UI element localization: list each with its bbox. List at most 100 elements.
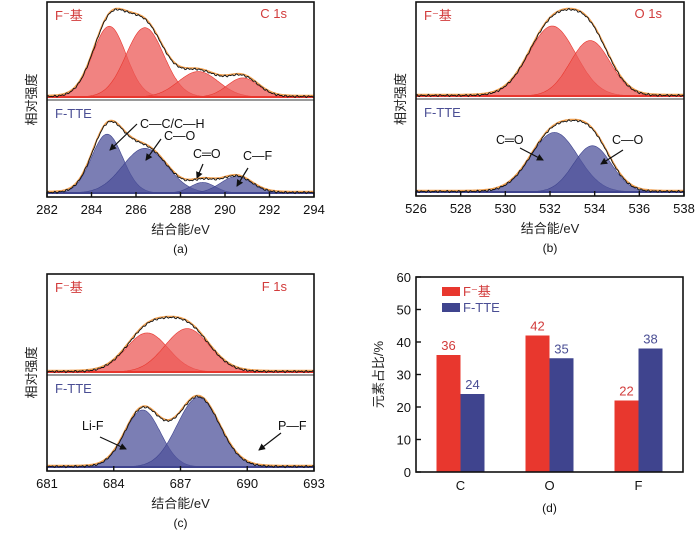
panel-label: (a) xyxy=(173,242,188,256)
x-tick-label: 290 xyxy=(214,202,236,217)
panel-b: F⁻基 F-TTE C═O C—O O 1s 526 528 530 532 534 536 538 结… xyxy=(393,1,695,255)
fit-envelope xyxy=(47,394,314,467)
x-tick-label: 687 xyxy=(170,476,192,491)
series-f-base xyxy=(415,7,685,98)
x-tick-label: 538 xyxy=(673,201,695,216)
annotation-arrow xyxy=(99,436,127,450)
x-tick-label: 528 xyxy=(450,201,472,216)
peak-annotation: C—C/C—H xyxy=(140,117,205,131)
series-label: F-TTE xyxy=(424,105,461,120)
legend-label: F⁻基 xyxy=(463,284,491,299)
peak-annotation: C—O xyxy=(164,129,196,143)
y-axis-title: 相对强度 xyxy=(393,73,408,125)
x-tick-label: 536 xyxy=(628,201,650,216)
legend: F⁻基F-TTE xyxy=(442,284,500,315)
x-tick-label: 282 xyxy=(36,202,58,217)
x-tick-label: 693 xyxy=(303,476,325,491)
x-tick-label: 532 xyxy=(539,201,561,216)
peak-annotation: P—F xyxy=(278,419,307,433)
peak-c-red-2 xyxy=(47,328,314,373)
bar-c-f-tte xyxy=(460,394,485,472)
panel-d: 36 24 C 42 35 O 22 38 F 0 10 20 30 40 50 60 F⁻基F-TTE 元素占比… xyxy=(371,270,684,515)
x-tick-label: 526 xyxy=(405,201,427,216)
x-tick-label: 284 xyxy=(81,202,103,217)
y-tick-label: 10 xyxy=(397,433,411,448)
annotation-arrow xyxy=(196,163,204,179)
bar-value-label: 35 xyxy=(554,341,568,356)
x-tick-label: 684 xyxy=(103,476,125,491)
x-tick-label: 530 xyxy=(494,201,516,216)
annotation-arrow xyxy=(600,149,624,165)
y-tick-label: 20 xyxy=(397,400,411,415)
raw-spectrum xyxy=(46,316,315,374)
peak-annotation: C—F xyxy=(243,149,273,163)
x-tick-label: 690 xyxy=(236,476,258,491)
peak-annotation: C═O xyxy=(193,147,221,161)
fit-envelope xyxy=(47,315,314,372)
legend-swatch xyxy=(442,303,460,312)
peak-annotation: C—O xyxy=(612,133,644,147)
y-tick-label: 60 xyxy=(397,270,411,285)
raw-spectrum xyxy=(46,395,315,469)
spectrum-title: F 1s xyxy=(262,279,288,294)
bar-value-label: 42 xyxy=(530,319,544,334)
y-axis-title: 相对强度 xyxy=(24,346,39,398)
annotation-arrow xyxy=(519,147,544,161)
raw-spectrum xyxy=(415,7,685,98)
x-tick-label: 288 xyxy=(170,202,192,217)
y-tick-label: 30 xyxy=(397,368,411,383)
x-axis-title: 结合能/eV xyxy=(521,221,580,236)
annotation-arrow xyxy=(145,138,162,161)
x-tick-label: 286 xyxy=(125,202,147,217)
y-axis-title: 相对强度 xyxy=(24,73,39,125)
bar-o-f-tte xyxy=(549,358,574,472)
peak-annotation: C═O xyxy=(496,133,524,147)
x-tick-label: 292 xyxy=(259,202,281,217)
x-tick-label: C xyxy=(456,478,465,493)
legend-swatch xyxy=(442,287,460,296)
x-tick-label: 294 xyxy=(303,202,325,217)
y-tick-label: 50 xyxy=(397,303,411,318)
panel-a: F⁻基 F-TTE C—C/C—HC—O C═O C—F C 1s 282 284 286 288… xyxy=(24,1,325,256)
x-tick-label: 534 xyxy=(584,201,606,216)
raw-spectrum xyxy=(46,8,315,99)
series-f-tte xyxy=(415,118,685,194)
annotation-arrow xyxy=(109,123,138,151)
axes-frame xyxy=(415,276,684,473)
panel-label: (d) xyxy=(542,501,557,515)
series-label: F-TTE xyxy=(55,106,92,121)
bar-o-f-base xyxy=(525,335,550,472)
peak-b-blue-1 xyxy=(416,132,684,193)
bar-f-f-base xyxy=(614,400,639,472)
panel-label: (b) xyxy=(543,241,558,255)
x-tick-label: O xyxy=(544,478,554,493)
raw-spectrum xyxy=(46,120,315,195)
series-label: F⁻基 xyxy=(55,8,83,23)
panel-label: (c) xyxy=(174,516,188,530)
bar-value-label: 22 xyxy=(619,384,633,399)
x-axis-title: 结合能/eV xyxy=(151,496,210,511)
x-tick-label: F xyxy=(635,478,643,493)
series-f-base xyxy=(46,7,315,99)
annotation-arrow xyxy=(236,167,249,187)
x-axis-title: 结合能/eV xyxy=(151,222,210,237)
annotation-arrow xyxy=(258,432,282,451)
bar-value-label: 24 xyxy=(465,377,479,392)
bar-value-label: 38 xyxy=(643,332,657,347)
bar-c-f-base xyxy=(436,355,461,472)
series-label: F⁻基 xyxy=(424,8,452,23)
spectrum-title: O 1s xyxy=(635,6,663,21)
series-label: F-TTE xyxy=(55,381,92,396)
bar-f-f-tte xyxy=(638,348,663,472)
spectrum-title: C 1s xyxy=(260,6,287,21)
peak-b-red-1 xyxy=(416,25,684,97)
panel-c: F⁻基 F-TTE Li-F P—F F 1s 681 684 687 690 693 结合能/eV… xyxy=(24,273,325,530)
bar-value-label: 36 xyxy=(441,338,455,353)
y-tick-label: 40 xyxy=(397,335,411,350)
series-label: F⁻基 xyxy=(55,280,83,295)
legend-label: F-TTE xyxy=(463,300,500,315)
series-f-base xyxy=(46,315,315,374)
y-tick-label: 0 xyxy=(404,465,411,480)
peak-annotation: Li-F xyxy=(82,419,104,433)
